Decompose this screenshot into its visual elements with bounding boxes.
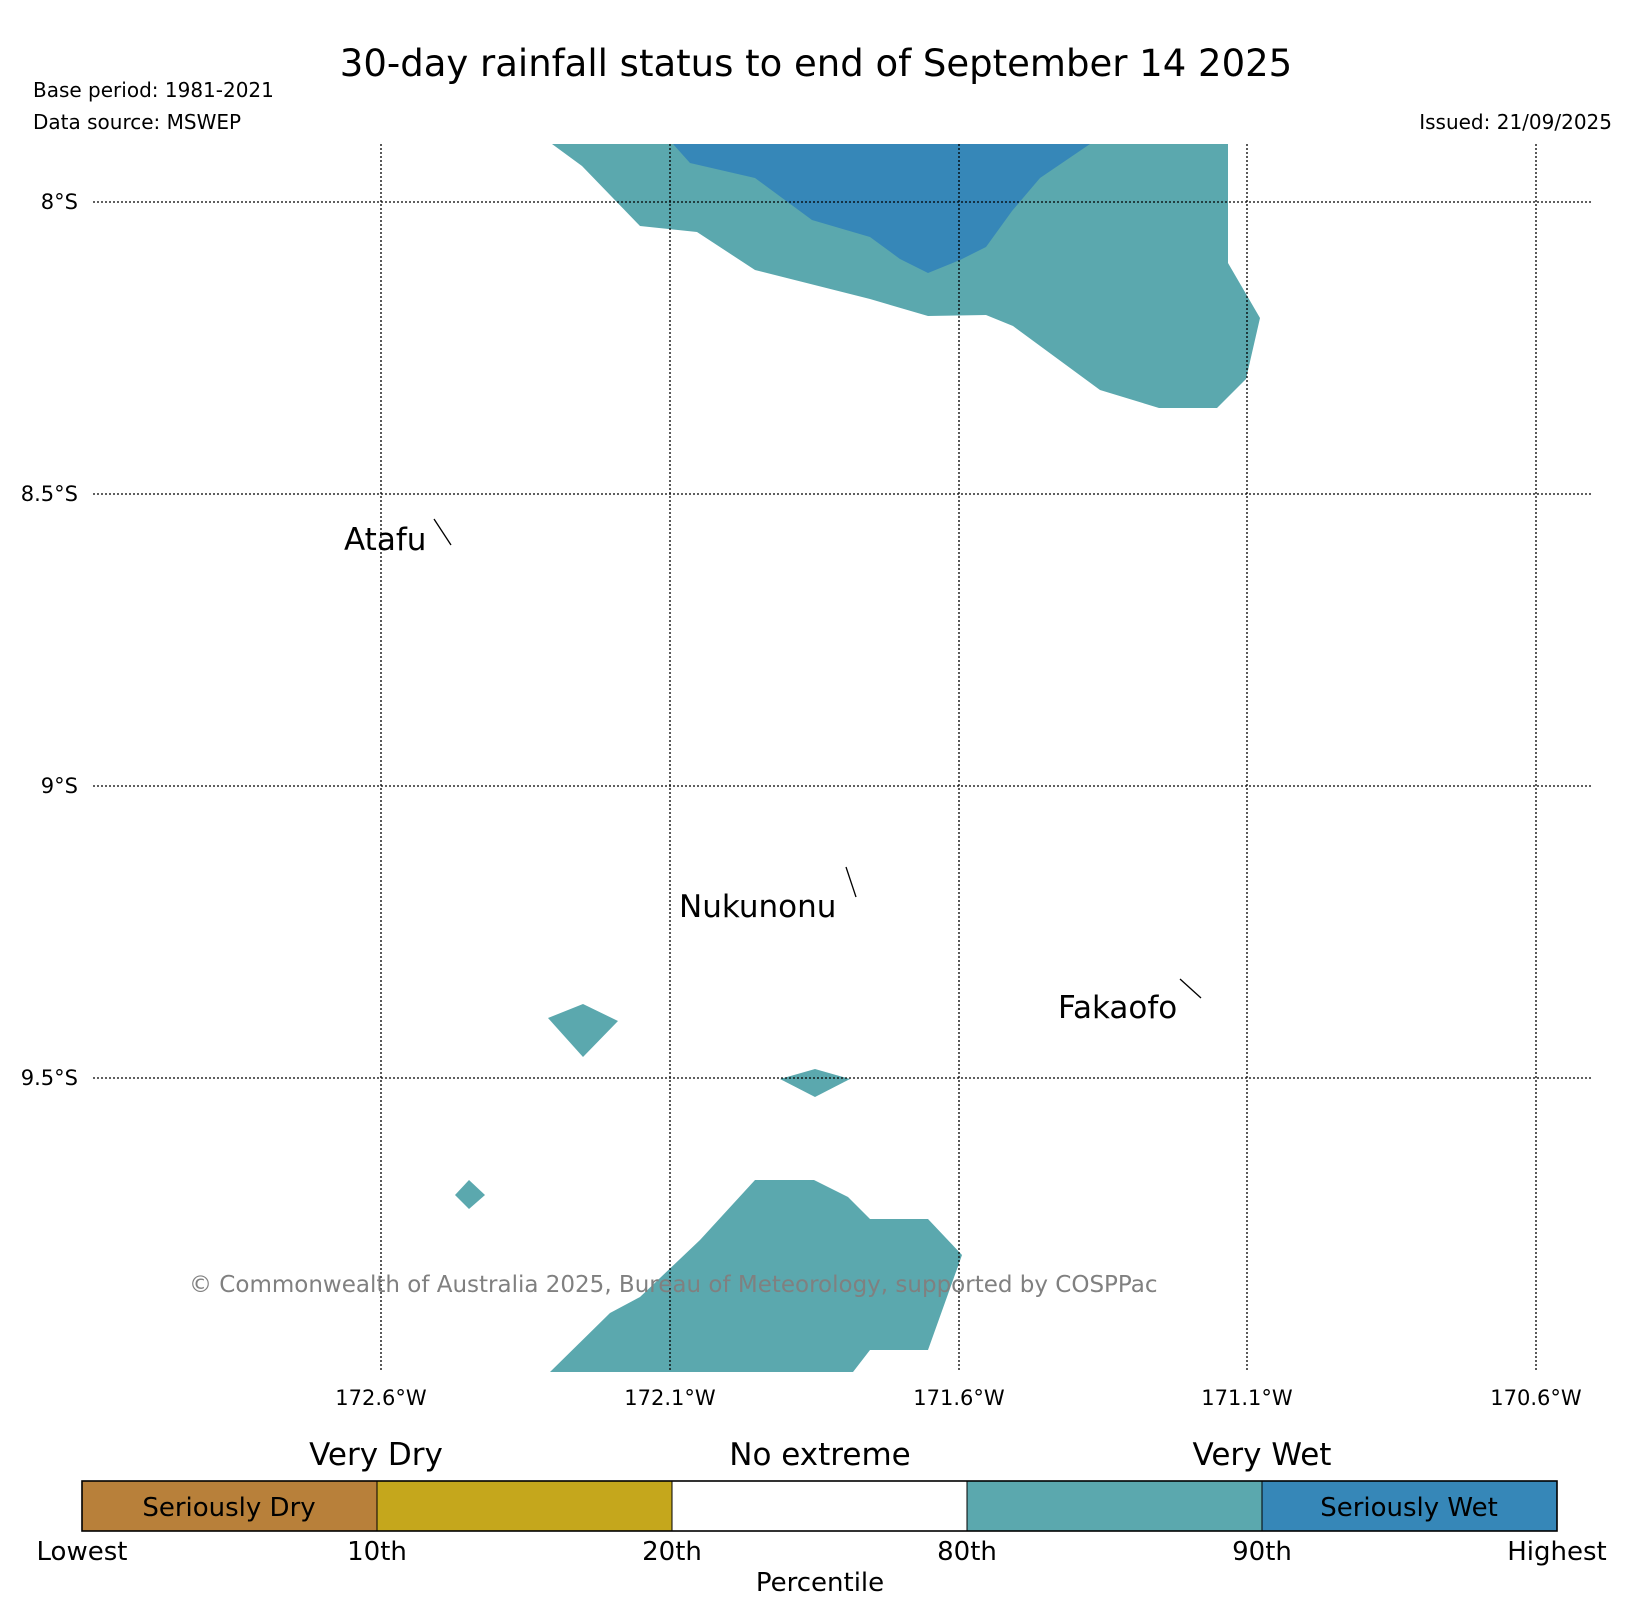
legend-tick-20th: 20th xyxy=(642,1537,702,1567)
lon-label-170-6W: 170.6°W xyxy=(1490,1386,1582,1410)
legend-swatch-very-wet xyxy=(967,1481,1262,1531)
map-title: 30-day rainfall status to end of Septemb… xyxy=(339,42,1293,85)
legend: Very Dry No extreme Very Wet Seriously D… xyxy=(37,1437,1607,1598)
latitude-labels: 8°S 8.5°S 9°S 9.5°S xyxy=(21,190,78,1090)
legend-frame xyxy=(81,1480,1558,1532)
lon-label-172-6W: 172.6°W xyxy=(335,1386,427,1410)
very-wet-patch-1 xyxy=(548,1004,618,1057)
legend-heading-no-extreme: No extreme xyxy=(729,1437,910,1473)
legend-heading-very-dry: Very Dry xyxy=(309,1437,443,1473)
fakaofo-leader-line xyxy=(1179,978,1202,999)
legend-swatch-seriously-dry xyxy=(82,1481,377,1531)
base-period-text: Base period: 1981-2021 xyxy=(33,78,274,102)
lat-label-9-5S: 9.5°S xyxy=(21,1066,78,1090)
legend-tick-highest: Highest xyxy=(1507,1537,1607,1567)
nukunonu-leader-line xyxy=(845,866,857,898)
very-wet-region-north xyxy=(552,144,1260,408)
longitude-labels: 172.6°W 172.1°W 171.6°W 171.1°W 170.6°W xyxy=(335,1386,1582,1410)
very-wet-patch-3 xyxy=(455,1180,485,1209)
lat-label-9S: 9°S xyxy=(41,774,78,798)
place-label-fakaofo: Fakaofo xyxy=(1058,990,1177,1026)
lon-label-171-6W: 171.6°W xyxy=(913,1386,1005,1410)
atafu-leader-line xyxy=(433,518,452,546)
legend-tick-80th: 80th xyxy=(937,1537,997,1567)
lat-label-8S: 8°S xyxy=(41,190,78,214)
legend-heading-very-wet: Very Wet xyxy=(1193,1437,1332,1473)
legend-swatch-very-dry xyxy=(377,1481,672,1531)
legend-swatch-no-extreme xyxy=(672,1481,967,1531)
seriously-wet-region xyxy=(673,144,1090,273)
place-label-atafu: Atafu xyxy=(344,522,426,558)
legend-tick-lowest: Lowest xyxy=(37,1537,128,1567)
place-labels: Atafu Nukunonu Fakaofo xyxy=(344,518,1202,1026)
data-source-text: Data source: MSWEP xyxy=(33,110,242,134)
legend-label-seriously-wet: Seriously Wet xyxy=(1320,1493,1498,1523)
very-wet-region-south xyxy=(550,1180,962,1372)
very-wet-patch-2 xyxy=(780,1069,850,1097)
very-wet-regions xyxy=(455,144,1260,1372)
legend-axis-label: Percentile xyxy=(756,1568,884,1598)
place-label-nukunonu: Nukunonu xyxy=(679,889,836,925)
legend-label-seriously-dry: Seriously Dry xyxy=(142,1493,315,1523)
legend-tick-90th: 90th xyxy=(1232,1537,1292,1567)
legend-tick-10th: 10th xyxy=(347,1537,407,1567)
lon-label-171-1W: 171.1°W xyxy=(1201,1386,1293,1410)
legend-swatch-seriously-wet xyxy=(1262,1481,1557,1531)
lon-label-172-1W: 172.1°W xyxy=(624,1386,716,1410)
graticule xyxy=(93,144,1592,1372)
lat-label-8-5S: 8.5°S xyxy=(21,482,78,506)
issued-date-text: Issued: 21/09/2025 xyxy=(1419,110,1612,134)
copyright-text: © Commonwealth of Australia 2025, Bureau… xyxy=(189,1272,1158,1298)
